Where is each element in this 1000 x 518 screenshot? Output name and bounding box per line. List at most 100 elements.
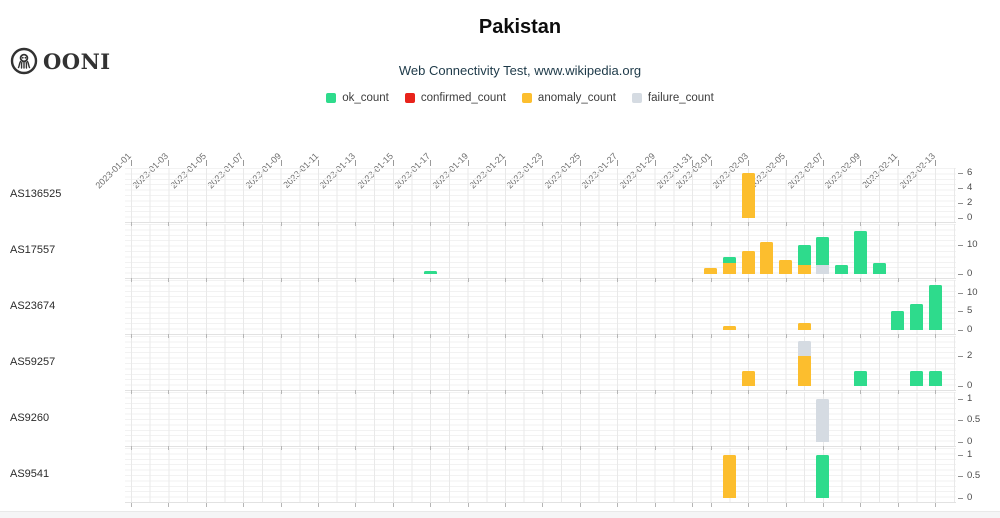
x-axis-tick <box>168 446 170 450</box>
bar-anomaly-count[interactable] <box>741 251 755 274</box>
row-plot-as59257 <box>125 336 956 391</box>
x-axis-tick <box>430 390 432 394</box>
bar-anomaly-count[interactable] <box>722 262 736 274</box>
x-axis-tick <box>392 390 394 394</box>
x-axis-tick <box>654 446 656 450</box>
x-axis-tick <box>654 278 656 282</box>
legend-label: failure_count <box>647 92 714 104</box>
bar-ok-count[interactable] <box>816 236 830 266</box>
x-axis-tick <box>935 278 937 282</box>
x-axis-tick <box>935 160 937 166</box>
x-axis-tick <box>505 160 506 166</box>
bar-ok-count[interactable] <box>872 262 886 274</box>
chart-legend: ok_count confirmed_count anomaly_count fail… <box>40 92 1000 104</box>
x-axis-tick <box>860 222 862 226</box>
x-axis-tick <box>168 503 170 507</box>
x-axis-tick <box>710 278 712 282</box>
x-axis-tick <box>579 278 581 282</box>
y-axis-tick <box>958 476 963 478</box>
x-axis-tick <box>860 278 862 282</box>
x-axis-tick <box>280 334 282 338</box>
x-axis-tick <box>168 390 170 394</box>
x-axis-tick <box>205 222 207 226</box>
x-axis-tick <box>131 278 132 282</box>
x-axis-tick <box>392 334 394 338</box>
bar-ok-count[interactable] <box>909 371 923 386</box>
y-axis-tick <box>958 173 963 175</box>
y-axis-tick <box>958 386 963 387</box>
bar-ok-count[interactable] <box>853 371 867 386</box>
bar-anomaly-count[interactable] <box>760 242 774 274</box>
bar-ok-count[interactable] <box>797 245 811 266</box>
x-axis-tick <box>785 390 787 394</box>
x-axis-tick <box>168 222 170 226</box>
y-tick-label: 0 <box>967 268 973 279</box>
x-axis-tick <box>280 222 282 226</box>
row-label-as23674: AS23674 <box>10 300 56 312</box>
x-axis-tick <box>430 278 432 282</box>
x-axis-tick <box>318 160 319 166</box>
bar-anomaly-count[interactable] <box>797 356 811 386</box>
x-axis-tick <box>243 278 245 282</box>
bar-ok-count[interactable] <box>835 265 849 274</box>
x-axis-tick <box>430 503 432 507</box>
x-axis-tick <box>355 390 357 394</box>
legend-item: ok_count <box>326 92 389 104</box>
x-axis-tick <box>654 222 656 226</box>
x-axis-tick <box>692 160 693 166</box>
bar-ok-count[interactable] <box>423 271 437 274</box>
bar-anomaly-count[interactable] <box>797 322 811 330</box>
y-axis-tick <box>958 454 963 456</box>
bar-anomaly-count[interactable] <box>779 259 792 274</box>
x-axis-tick <box>897 446 899 450</box>
x-axis-tick <box>935 334 937 338</box>
y-tick-label: 0.5 <box>967 414 981 426</box>
bar-anomaly-count[interactable] <box>722 454 736 498</box>
bar-ok-count[interactable] <box>928 285 942 330</box>
x-axis-tick <box>748 503 750 507</box>
x-axis-tick <box>579 222 581 226</box>
y-axis-tick <box>958 311 963 313</box>
x-axis-tick <box>748 222 750 226</box>
x-axis-tick <box>710 222 712 226</box>
x-axis-tick <box>785 222 787 226</box>
bar-failure-count[interactable] <box>816 398 830 442</box>
bar-anomaly-count[interactable] <box>741 173 755 218</box>
legend-swatch-confirmed-count <box>404 93 415 103</box>
x-axis-tick <box>822 278 824 282</box>
x-axis-tick <box>355 334 357 338</box>
y-axis-tick <box>958 203 963 205</box>
x-axis-tick <box>822 446 824 450</box>
x-axis-tick <box>617 160 619 166</box>
bar-anomaly-count[interactable] <box>722 326 736 330</box>
y-tick-label: 2 <box>967 197 973 209</box>
bar-anomaly-count[interactable] <box>741 371 755 386</box>
y-axis-tick <box>958 274 963 275</box>
bar-failure-count[interactable] <box>816 265 830 274</box>
x-axis-tick <box>355 278 357 282</box>
x-axis-tick <box>542 503 544 507</box>
bar-anomaly-count[interactable] <box>704 268 718 274</box>
bar-ok-count[interactable] <box>816 454 830 498</box>
x-axis-tick <box>243 160 245 166</box>
bar-ok-count[interactable] <box>909 303 923 330</box>
x-axis-tick <box>131 503 132 507</box>
x-axis-tick <box>318 503 319 507</box>
x-axis-tick <box>542 390 544 394</box>
bar-ok-count[interactable] <box>928 371 942 386</box>
x-axis-tick <box>822 390 824 394</box>
legend-label: ok_count <box>342 92 389 104</box>
x-axis-tick <box>392 222 394 226</box>
bar-ok-count[interactable] <box>722 256 736 263</box>
bar-failure-count[interactable] <box>797 341 811 357</box>
bar-anomaly-count[interactable] <box>797 265 811 274</box>
x-axis-tick <box>205 160 207 166</box>
bar-ok-count[interactable] <box>853 230 867 274</box>
bar-ok-count[interactable] <box>891 311 905 330</box>
x-axis-tick <box>654 390 656 394</box>
x-axis-tick <box>430 160 432 166</box>
x-axis-tick <box>860 390 862 394</box>
x-axis-tick <box>505 278 506 282</box>
y-tick-label: 10 <box>967 239 978 251</box>
x-axis-tick <box>822 334 824 338</box>
